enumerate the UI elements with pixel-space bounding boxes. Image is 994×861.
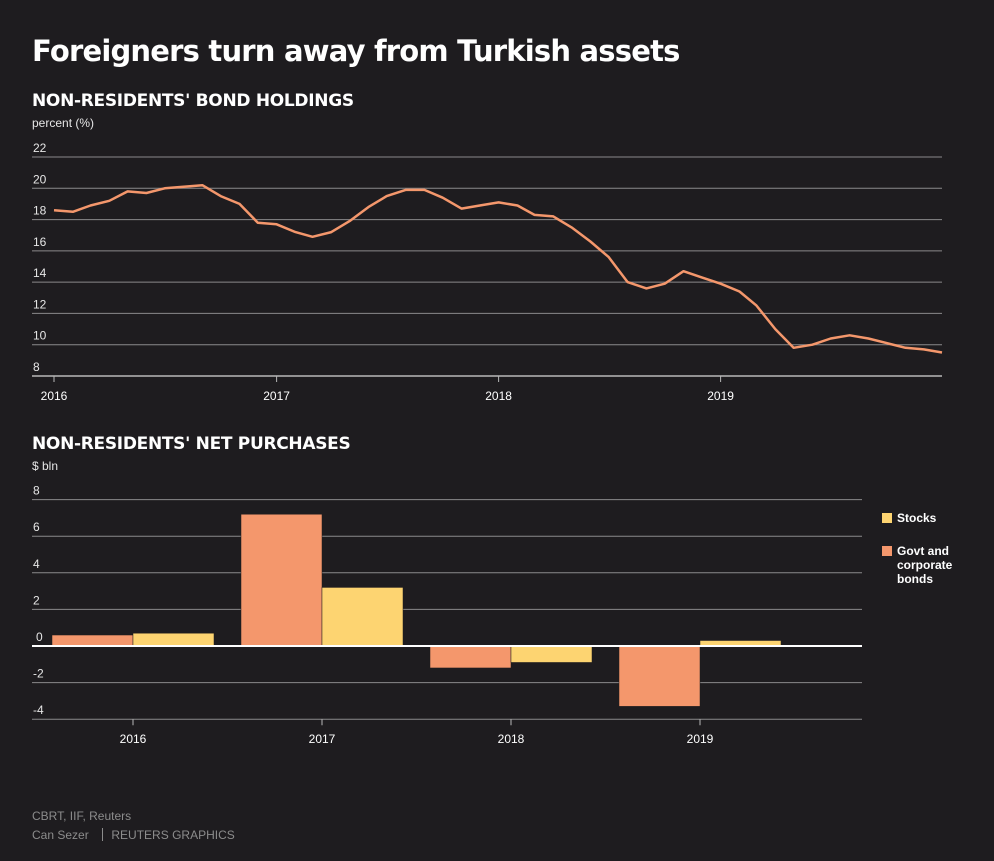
- x-tick-2019: 2019: [687, 732, 714, 746]
- bond-holdings-line: [53, 183, 943, 354]
- y-tick-14: 14: [33, 266, 47, 280]
- legend-bonds-label: Govt and corporate bonds: [897, 544, 953, 586]
- y-tick-6: 6: [33, 520, 40, 534]
- bar-bonds-2018: [429, 645, 512, 669]
- y-tick-8: 8: [33, 484, 40, 498]
- legend-stocks-label: Stocks: [897, 511, 937, 525]
- x-tick-2017: 2017: [309, 732, 336, 746]
- footer-divider: [102, 828, 104, 841]
- y-tick-0: 0: [36, 630, 43, 644]
- bond-holdings-chart: 8 10 12 14 16 18 20 22 2016 2017 2018 2019: [32, 141, 943, 403]
- author-text: Can Sezer REUTERS GRAPHICS: [32, 828, 235, 842]
- y-tick-22: 22: [33, 141, 47, 155]
- y-tick-2: 2: [33, 593, 40, 607]
- net-purchases-chart: -4 -2 2 4 6 8 2016 2017 2018 2019 0: [32, 484, 862, 746]
- y-tick-4: 4: [33, 557, 40, 571]
- y-tick-12: 12: [33, 297, 47, 311]
- bond-holdings-unit: percent (%): [32, 116, 95, 130]
- x-tick-2018: 2018: [485, 389, 512, 403]
- agency-name: REUTERS GRAPHICS: [111, 828, 235, 842]
- bar-stocks-2016: [132, 632, 215, 647]
- y-tick-18: 18: [33, 204, 47, 218]
- y-tick-16: 16: [33, 235, 47, 249]
- y-tick-10: 10: [33, 329, 47, 343]
- legend-stocks-swatch: [882, 513, 892, 523]
- net-purchases-title: NON-RESIDENTS' NET PURCHASES: [32, 434, 351, 454]
- x-tick-2019: 2019: [707, 389, 734, 403]
- x-tick-2017: 2017: [263, 389, 290, 403]
- x-tick-2016: 2016: [41, 389, 68, 403]
- bar-bonds-2019: [618, 645, 701, 707]
- y-tick--2: -2: [33, 667, 44, 681]
- x-tick-2018: 2018: [498, 732, 525, 746]
- y-tick-20: 20: [33, 172, 47, 186]
- y-tick-8: 8: [33, 360, 40, 374]
- net-purchases-unit: $ bln: [32, 459, 59, 473]
- y-tick--4: -4: [33, 703, 44, 717]
- bond-holdings-title: NON-RESIDENTS' BOND HOLDINGS: [32, 91, 354, 111]
- bar-stocks-2018: [510, 645, 593, 663]
- legend-bonds-swatch: [882, 546, 892, 556]
- bar-bonds-2017: [240, 513, 323, 647]
- x-tick-2016: 2016: [120, 732, 147, 746]
- author-name: Can Sezer: [32, 828, 89, 842]
- bar-bonds-2016: [51, 634, 134, 647]
- source-text: CBRT, IIF, Reuters: [32, 809, 132, 823]
- bar-stocks-2017: [321, 587, 404, 647]
- page-title: Foreigners turn away from Turkish assets: [32, 34, 680, 68]
